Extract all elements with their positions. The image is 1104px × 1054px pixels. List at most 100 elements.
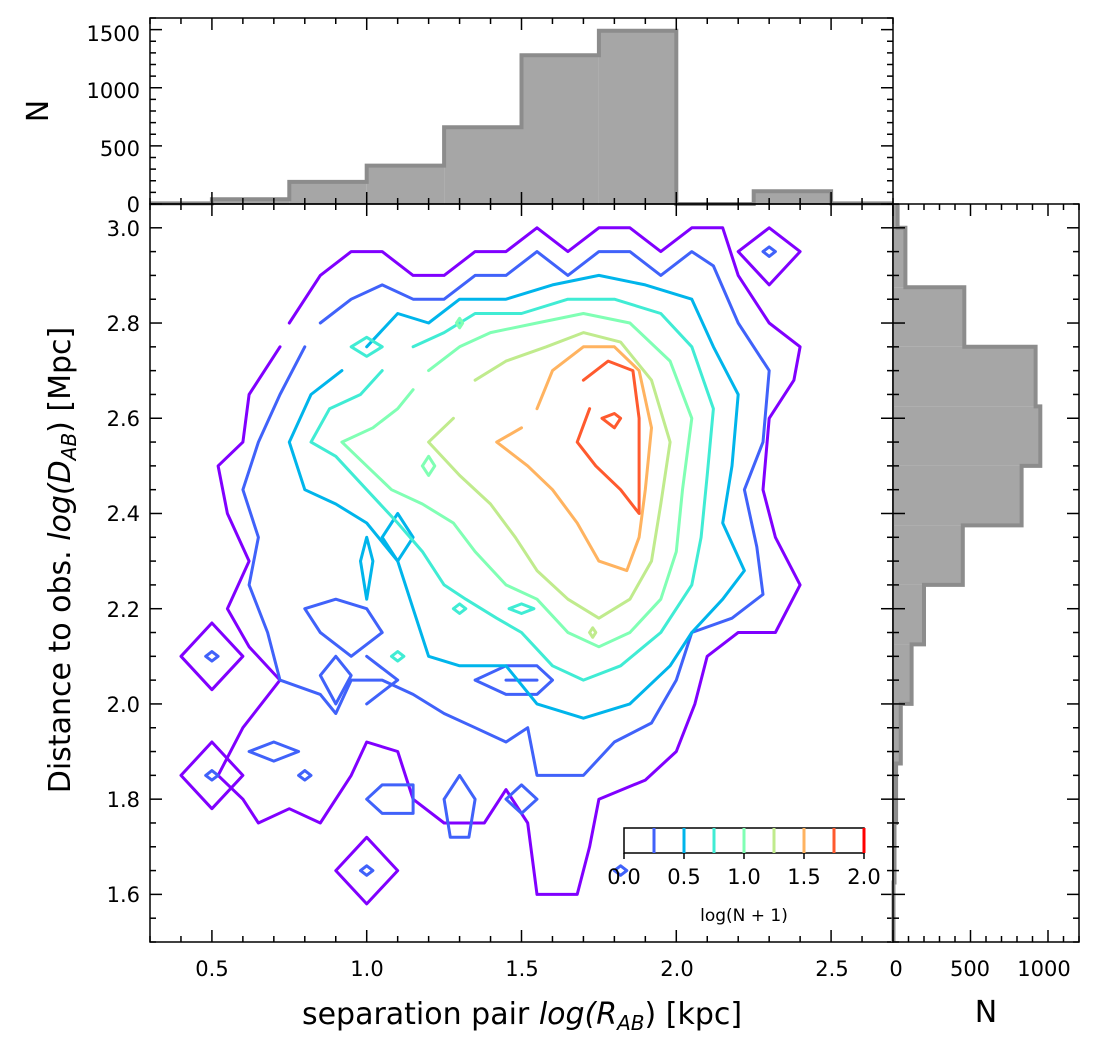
top-histogram-bar xyxy=(211,199,290,204)
colorbar-tick-label: 1.5 xyxy=(787,865,820,889)
contour-level-5-path-1 xyxy=(588,626,598,639)
right-histogram-x-tick-labels: 0 500 1000 xyxy=(889,957,1070,981)
main-y-tick-label: 2.0 xyxy=(107,693,140,717)
right-histogram-bar xyxy=(893,703,901,764)
right-histogram-bars xyxy=(891,204,1043,942)
contour-level-1-path-15 xyxy=(365,654,400,706)
right-histogram-bar xyxy=(893,584,924,645)
contour-level-3-path-3 xyxy=(451,602,468,615)
contour-level-0-path-3 xyxy=(334,835,400,906)
top-y-tick-label: 500 xyxy=(100,137,140,161)
contour-level-1-path-9 xyxy=(442,773,477,839)
colorbar-lines xyxy=(623,828,866,859)
contour-level-1-path-0 xyxy=(241,250,771,777)
colorbar: 0.0 0.5 1.0 1.5 2.0 log(N + 1) xyxy=(607,827,881,926)
right-histogram-bar xyxy=(893,644,912,704)
top-histogram-bar xyxy=(598,30,677,204)
main-y-tick-label: 2.2 xyxy=(107,598,140,622)
top-histogram-bar xyxy=(289,181,367,204)
contour-lines xyxy=(179,226,802,906)
contour-level-4-path-0 xyxy=(340,312,694,649)
colorbar-tick-label: 0.0 xyxy=(607,865,640,889)
top-histogram-bar xyxy=(521,55,599,205)
colorbar-tick-label: 0.5 xyxy=(667,865,700,889)
contour-level-1-path-8 xyxy=(365,783,415,815)
main-x-tick-label: 2.5 xyxy=(815,957,848,981)
main-y-tick-label: 1.8 xyxy=(107,788,140,812)
right-histogram-outline xyxy=(891,204,1043,942)
main-x-tick-labels: 0.5 1.0 1.5 2.0 2.5 xyxy=(195,957,848,981)
right-x-tick-label: 500 xyxy=(950,957,990,981)
main-contour-panel: 0.5 1.0 1.5 2.0 2.5 1.6 1.8 2.0 2.2 2.4 … xyxy=(43,203,894,1035)
top-histogram-y-axis-label: N xyxy=(21,100,56,122)
contour-level-0-path-4 xyxy=(736,226,802,287)
contour-level-2-path-1 xyxy=(380,512,415,563)
contour-level-7-path-1 xyxy=(600,412,623,430)
contour-level-7-path-0 xyxy=(575,359,641,515)
top-histogram-bars xyxy=(150,28,893,206)
contour-level-2-path-0 xyxy=(287,273,746,720)
right-histogram-bar xyxy=(893,346,1036,407)
main-y-tick-label: 2.4 xyxy=(107,502,140,526)
right-histogram-panel: 0 500 1000 N xyxy=(889,203,1080,1030)
contour-level-2-path-2 xyxy=(359,535,375,601)
contour-level-3-path-1 xyxy=(349,335,384,358)
contour-level-1-path-4 xyxy=(297,769,313,782)
contour-level-5-path-0 xyxy=(427,331,672,620)
contour-level-1-path-13 xyxy=(303,597,384,658)
right-x-tick-label: 0 xyxy=(889,957,902,981)
contour-level-4-path-2 xyxy=(455,316,465,330)
contour-level-1-path-5 xyxy=(359,864,375,877)
contour-level-1-path-7 xyxy=(247,740,301,763)
top-histogram-y-tick-labels: 0 500 1000 1500 xyxy=(87,22,140,217)
top-histogram-bar xyxy=(444,127,522,204)
main-y-tick-label: 3.0 xyxy=(107,217,140,241)
main-y-tick-label: 2.6 xyxy=(107,407,140,431)
main-x-tick-label: 1.0 xyxy=(350,957,383,981)
contour-level-1-path-3 xyxy=(204,769,220,782)
colorbar-tick-label: 1.0 xyxy=(727,865,760,889)
colorbar-label: log(N + 1) xyxy=(700,906,788,926)
contour-level-3-path-0 xyxy=(309,297,715,682)
right-histogram-bar xyxy=(893,406,1041,466)
contour-level-3-path-4 xyxy=(390,650,406,663)
contour-level-1-path-10 xyxy=(504,783,539,815)
right-histogram-bar xyxy=(893,227,906,288)
colorbar-tick-label: 2.0 xyxy=(847,865,880,889)
right-histogram-bar xyxy=(893,287,965,347)
top-histogram-bar xyxy=(366,165,445,204)
contour-level-1-path-1 xyxy=(612,864,629,877)
right-histogram-bar xyxy=(893,525,963,585)
main-x-tick-label: 0.5 xyxy=(195,957,228,981)
top-y-tick-label: 0 xyxy=(127,193,140,217)
top-histogram-panel: 0 500 1000 1500 N xyxy=(21,17,894,217)
contour-level-3-path-2 xyxy=(507,602,536,615)
right-histogram-bar xyxy=(893,465,1022,526)
main-x-axis-label: separation pair log(RAB) [kpc] xyxy=(302,997,742,1035)
top-histogram-outline xyxy=(150,28,893,206)
main-y-axis-label: Distance to obs. log(DAB) [Mpc] xyxy=(43,327,81,794)
right-histogram-bar xyxy=(893,204,898,228)
main-y-tick-label: 1.6 xyxy=(107,883,140,907)
contour-level-0-path-1 xyxy=(179,621,245,692)
right-histogram-x-axis-label: N xyxy=(975,995,997,1030)
contour-level-1-path-14 xyxy=(318,654,353,706)
contour-level-1-path-6 xyxy=(761,245,777,258)
right-histogram-ticks xyxy=(892,203,1080,943)
main-y-tick-labels: 1.6 1.8 2.0 2.2 2.4 2.6 2.8 3.0 xyxy=(107,217,140,907)
contour-level-1-path-2 xyxy=(204,650,220,663)
top-histogram-bar xyxy=(753,191,832,204)
top-histogram-ticks xyxy=(149,17,894,205)
contour-level-0-path-0 xyxy=(216,226,802,896)
contour-level-4-path-1 xyxy=(420,454,437,477)
contour-level-0-path-2 xyxy=(179,740,245,811)
top-y-tick-label: 1500 xyxy=(87,22,140,46)
main-x-tick-label: 1.5 xyxy=(505,957,538,981)
top-y-tick-label: 1000 xyxy=(87,79,140,103)
contour-level-6-path-0 xyxy=(495,345,653,573)
right-x-tick-label: 1000 xyxy=(1017,957,1070,981)
main-y-tick-label: 2.8 xyxy=(107,312,140,336)
main-axis-ticks xyxy=(149,203,894,943)
main-x-tick-label: 2.0 xyxy=(660,957,693,981)
